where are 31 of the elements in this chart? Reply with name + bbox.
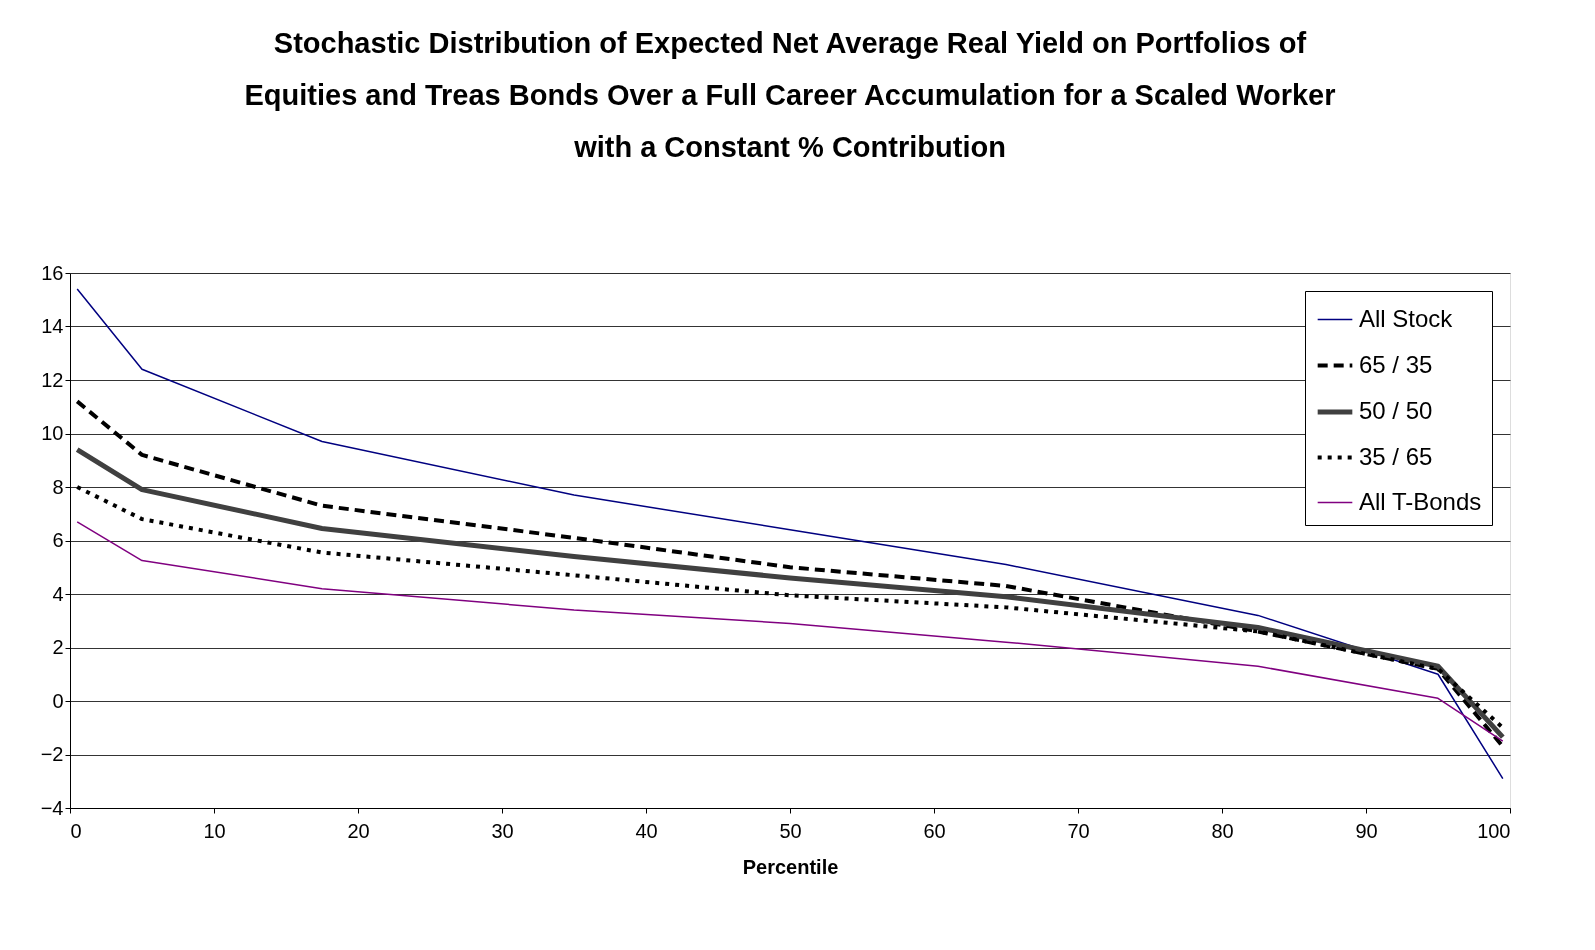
legend-label: 50 / 50 <box>1359 397 1433 424</box>
y-tick-label: 14 <box>41 315 64 337</box>
x-tick-label: 60 <box>923 819 946 842</box>
x-tick-label: 0 <box>70 819 82 842</box>
legend-label: All T-Bonds <box>1359 487 1482 515</box>
y-tick-label: 2 <box>52 636 64 658</box>
line-series <box>76 288 1504 780</box>
y-tick-label: 6 <box>52 529 64 551</box>
y-tick-label: 4 <box>52 582 64 605</box>
x-tick-label: 70 <box>1067 819 1090 842</box>
x-tick-label: 100 <box>1477 819 1511 842</box>
chart-title: Stochastic Distribution of Expected Net Average Real Yield on Portfolios of Equities and Treas Bonds Over a Full Career Accumulation for a Scaled Worker with a Constant % Contribution <box>244 27 1336 163</box>
x-tick-label: 10 <box>203 819 226 842</box>
x-tick-label: 40 <box>635 819 658 842</box>
y-tick-label: 16 <box>41 261 64 284</box>
x-tick-label: 50 <box>779 819 802 842</box>
x-tick-label: 80 <box>1211 819 1234 842</box>
legend-label: All Stock <box>1359 304 1454 332</box>
x-tick-label: 90 <box>1355 819 1378 842</box>
y-tick-label: −4 <box>40 796 64 819</box>
y-tick-label: 12 <box>41 368 64 391</box>
line-series <box>76 521 1504 742</box>
y-tick-label: 0 <box>52 689 64 712</box>
y-tick-label: 10 <box>41 422 64 444</box>
legend-label: 65 / 35 <box>1359 350 1433 378</box>
x-tick-label: 20 <box>347 819 370 842</box>
y-tick-label: 8 <box>52 475 64 498</box>
y-tick-label: −2 <box>40 743 64 765</box>
x-tick-label: 30 <box>491 819 514 842</box>
x-axis-title: Percentile <box>742 855 839 878</box>
legend-label: 35 / 65 <box>1359 442 1433 470</box>
